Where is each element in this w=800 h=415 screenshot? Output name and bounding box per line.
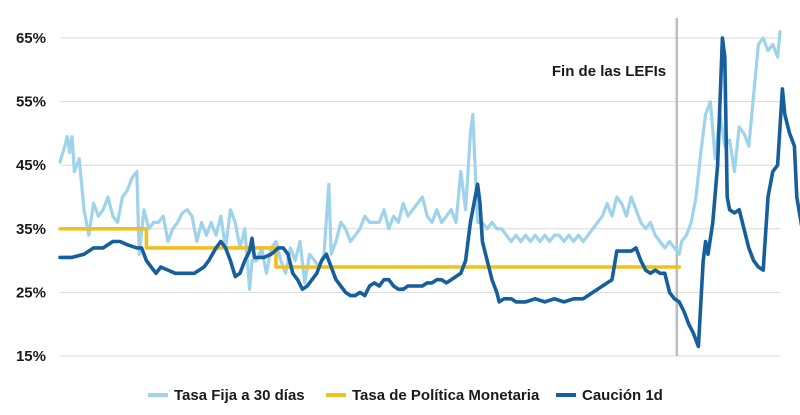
series-lines	[58, 30, 800, 349]
grid-lines	[60, 37, 780, 357]
legend-label: Caución 1d	[582, 387, 663, 404]
legend: Tasa Fija a 30 días Tasa de Política Mone…	[148, 387, 663, 404]
legend-label: Tasa de Política Monetaria	[352, 387, 540, 404]
series-line-2	[58, 36, 800, 349]
legend-item-1: Tasa de Política Monetaria	[326, 387, 540, 404]
y-tick-label: 55%	[16, 94, 46, 111]
series-line-1	[58, 227, 682, 269]
y-tick-label: 25%	[16, 284, 46, 301]
y-tick-label: 45%	[16, 157, 46, 174]
y-tick-label: 65%	[16, 30, 46, 47]
legend-item-0: Tasa Fija a 30 días	[148, 387, 305, 404]
y-tick-label: 35%	[16, 221, 46, 238]
series-line-0	[58, 30, 782, 291]
legend-item-2: Caución 1d	[556, 387, 663, 404]
lefi-end-annotation: Fin de las LEFIs	[552, 63, 666, 80]
y-axis-ticks: 15% 25% 35% 45% 55% 65%	[16, 30, 46, 365]
legend-label: Tasa Fija a 30 días	[174, 387, 305, 404]
y-tick-label: 15%	[16, 348, 46, 365]
